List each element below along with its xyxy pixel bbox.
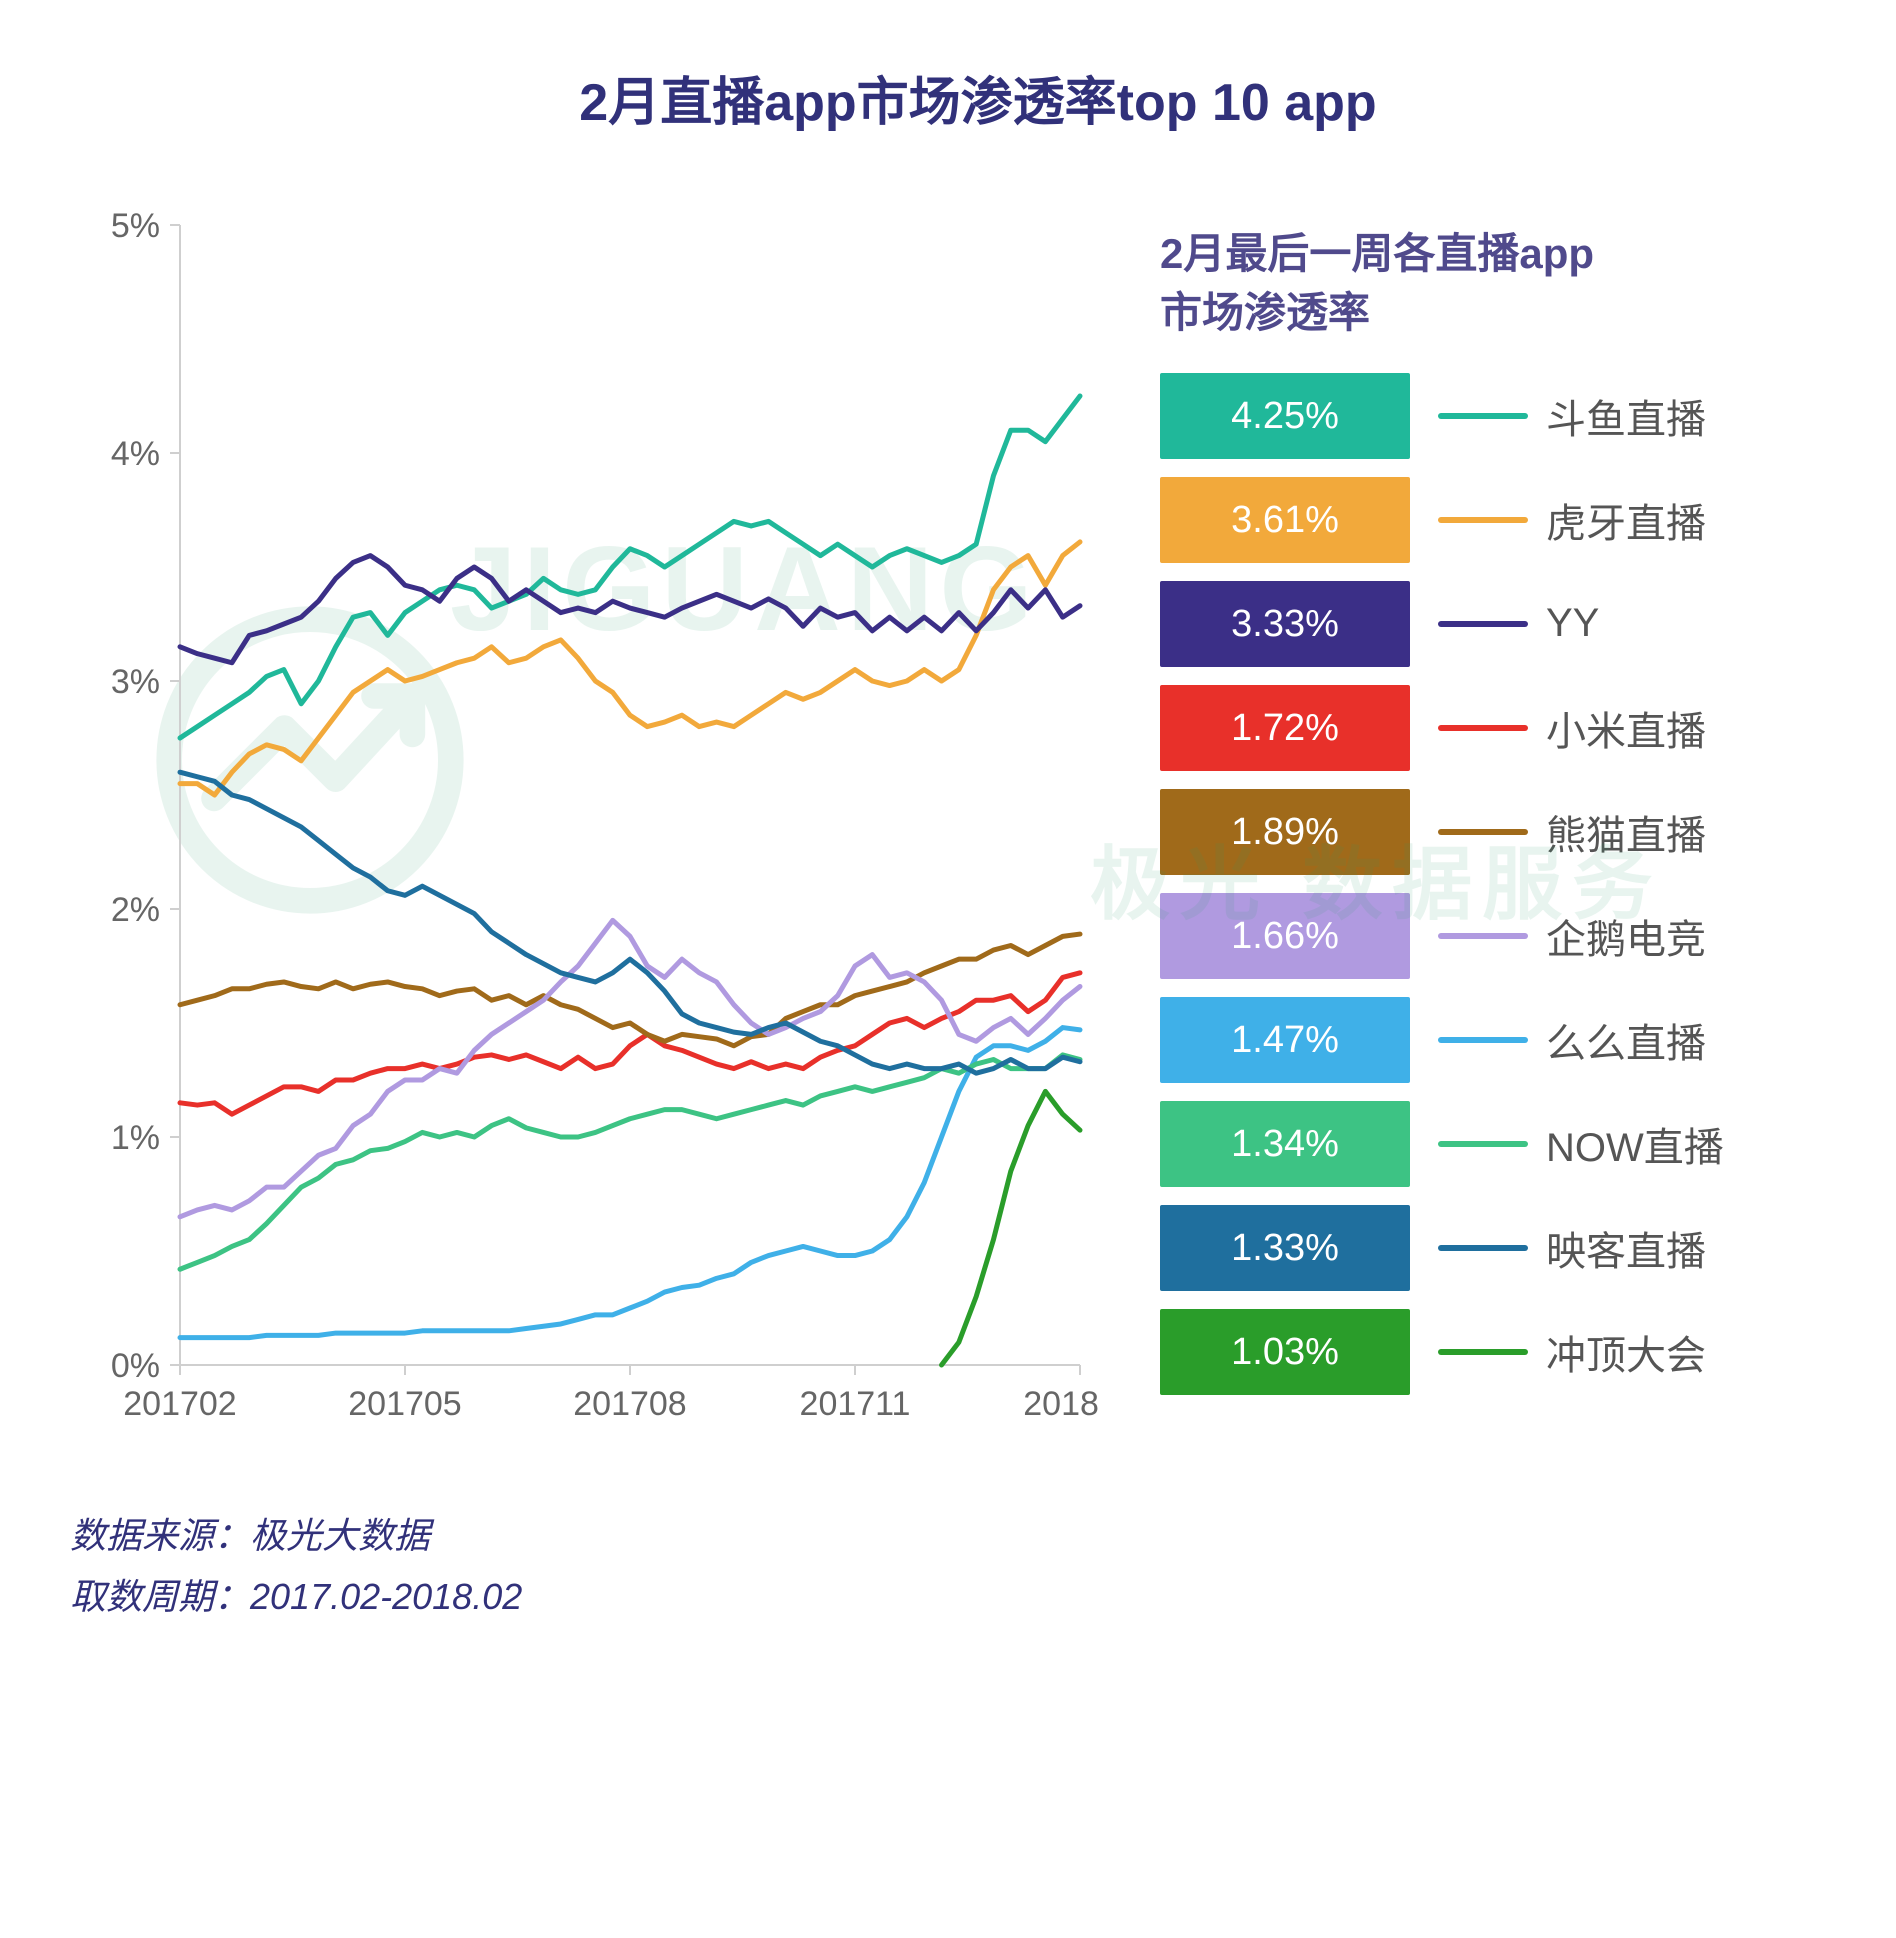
- legend-label: 小米直播: [1546, 699, 1706, 757]
- legend: 2月最后一周各直播app 市场渗透率 4.25% 斗鱼直播 3.61% 虎牙直播 3.3…: [1160, 185, 1724, 1413]
- chart-title: 2月直播app市场渗透率top 10 app: [70, 60, 1886, 135]
- chart-svg: 0% 1% 2% 3% 4% 5% 201702 201705 201708 201711 2018…: [70, 185, 1100, 1465]
- legend-line-swatch: [1438, 1349, 1528, 1355]
- legend-title-line2: 市场渗透率: [1160, 289, 1370, 336]
- legend-value-bar: 3.61%: [1160, 477, 1410, 563]
- legend-label: 虎牙直播: [1546, 491, 1706, 549]
- legend-line-swatch: [1438, 413, 1528, 419]
- svg-text:201708: 201708: [573, 1385, 686, 1423]
- legend-row: 1.72% 小米直播: [1160, 685, 1724, 771]
- svg-text:201802: 201802: [1023, 1385, 1100, 1423]
- legend-line-swatch: [1438, 725, 1528, 731]
- legend-title-line1: 2月最后一周各直播app: [1160, 230, 1594, 277]
- legend-row: 4.25% 斗鱼直播: [1160, 373, 1724, 459]
- legend-label: 冲顶大会: [1546, 1323, 1706, 1381]
- svg-text:201702: 201702: [123, 1385, 236, 1423]
- legend-line-swatch: [1438, 621, 1528, 627]
- legend-line-swatch: [1438, 517, 1528, 523]
- legend-label: YY: [1546, 601, 1599, 646]
- legend-label: 斗鱼直播: [1546, 387, 1706, 445]
- legend-value-bar: 1.33%: [1160, 1205, 1410, 1291]
- legend-row: 3.61% 虎牙直播: [1160, 477, 1724, 563]
- series-line: [180, 542, 1080, 795]
- legend-value-bar: 1.72%: [1160, 685, 1410, 771]
- legend-row: 1.33% 映客直播: [1160, 1205, 1724, 1291]
- legend-title: 2月最后一周各直播app 市场渗透率: [1160, 225, 1724, 343]
- legend-line-swatch: [1438, 933, 1528, 939]
- legend-label: 么么直播: [1546, 1011, 1706, 1069]
- legend-label: 熊猫直播: [1546, 803, 1706, 861]
- svg-text:5%: 5%: [111, 207, 160, 245]
- svg-text:2%: 2%: [111, 891, 160, 929]
- content-row: 0% 1% 2% 3% 4% 5% 201702 201705 201708 201711 2018…: [70, 185, 1886, 1465]
- legend-line-swatch: [1438, 1141, 1528, 1147]
- legend-line-swatch: [1438, 1037, 1528, 1043]
- legend-row: 3.33% YY: [1160, 581, 1724, 667]
- legend-row: 1.47% 么么直播: [1160, 997, 1724, 1083]
- legend-label: 映客直播: [1546, 1219, 1706, 1277]
- legend-row: 1.03% 冲顶大会: [1160, 1309, 1724, 1395]
- series-line: [180, 973, 1080, 1114]
- series-line: [180, 934, 1080, 1046]
- legend-label: NOW直播: [1546, 1115, 1724, 1173]
- legend-value-bar: 1.89%: [1160, 789, 1410, 875]
- svg-text:4%: 4%: [111, 435, 160, 473]
- legend-row: 1.89% 熊猫直播: [1160, 789, 1724, 875]
- footer-period: 取数周期：2017.02-2018.02: [70, 1566, 1886, 1627]
- series-line: [942, 1091, 1080, 1365]
- legend-row: 1.34% NOW直播: [1160, 1101, 1724, 1187]
- footer: 数据来源：极光大数据 取数周期：2017.02-2018.02: [70, 1505, 1886, 1627]
- svg-text:0%: 0%: [111, 1347, 160, 1385]
- series-line: [180, 556, 1080, 663]
- legend-value-bar: 1.34%: [1160, 1101, 1410, 1187]
- legend-value-bar: 1.03%: [1160, 1309, 1410, 1395]
- svg-text:201711: 201711: [800, 1385, 911, 1423]
- legend-line-swatch: [1438, 1245, 1528, 1251]
- legend-value-bar: 1.47%: [1160, 997, 1410, 1083]
- series-line: [180, 772, 1080, 1073]
- svg-text:3%: 3%: [111, 663, 160, 701]
- series-line: [180, 396, 1080, 738]
- line-chart: 0% 1% 2% 3% 4% 5% 201702 201705 201708 201711 2018…: [70, 185, 1100, 1465]
- legend-row: 1.66% 企鹅电竞: [1160, 893, 1724, 979]
- legend-label: 企鹅电竞: [1546, 907, 1706, 965]
- svg-text:201705: 201705: [348, 1385, 461, 1423]
- legend-value-bar: 3.33%: [1160, 581, 1410, 667]
- chart-container: JIGUANG 极光 数据服务 2月直播app市场渗透率top 10 app 0…: [30, 40, 1896, 1898]
- svg-text:1%: 1%: [111, 1119, 160, 1157]
- legend-value-bar: 4.25%: [1160, 373, 1410, 459]
- series-line: [180, 1055, 1080, 1269]
- footer-source: 数据来源：极光大数据: [70, 1505, 1886, 1566]
- legend-value-bar: 1.66%: [1160, 893, 1410, 979]
- legend-line-swatch: [1438, 829, 1528, 835]
- legend-items: 4.25% 斗鱼直播 3.61% 虎牙直播 3.33% YY 1.72% 小米直播 1.89% 熊…: [1160, 373, 1724, 1395]
